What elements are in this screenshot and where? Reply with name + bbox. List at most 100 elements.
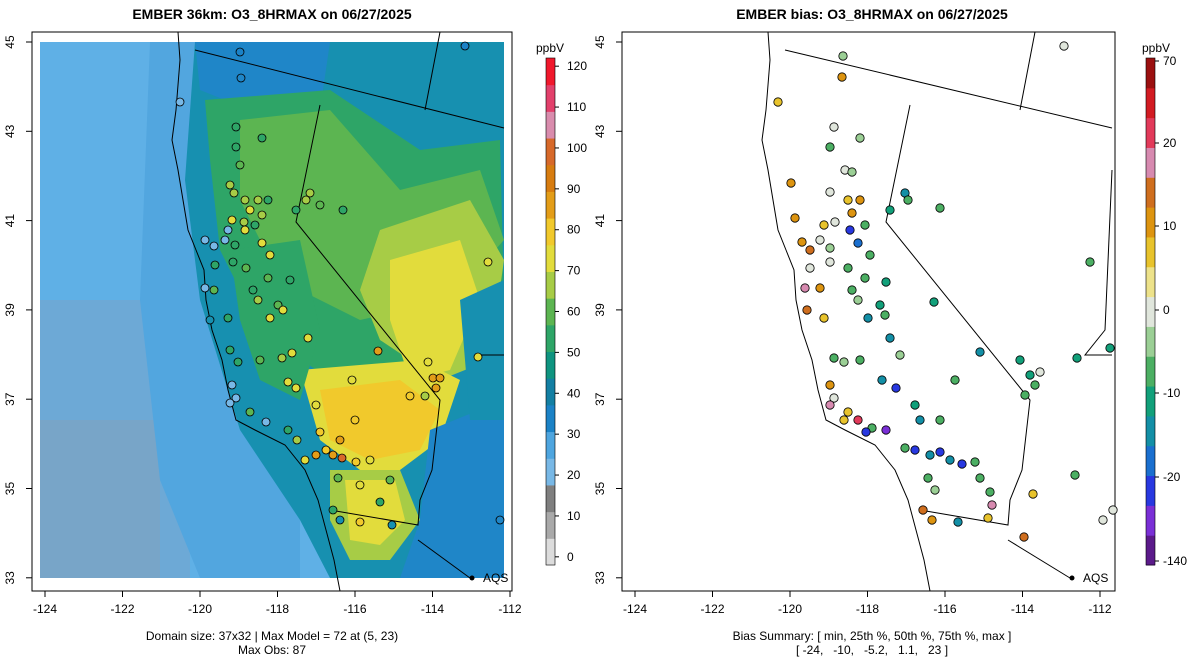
bias-marker xyxy=(800,283,810,293)
right-bias-points xyxy=(773,41,1118,542)
colorbar-swatch xyxy=(1146,386,1155,417)
left-model-grid xyxy=(40,42,504,578)
x-tick-label: -112 xyxy=(1088,602,1111,616)
bias-marker xyxy=(797,237,807,247)
y-tick-label: 41 xyxy=(593,214,607,228)
colorbar-tick-label: 110 xyxy=(567,100,586,114)
colorbar-tick-label: 0 xyxy=(1163,303,1170,317)
observation-marker xyxy=(473,352,483,362)
bias-marker xyxy=(885,205,895,215)
observation-marker xyxy=(305,188,315,198)
observation-marker xyxy=(303,333,313,343)
bias-marker xyxy=(945,455,955,465)
bias-marker xyxy=(910,400,920,410)
bias-marker xyxy=(877,375,887,385)
observation-marker xyxy=(431,383,441,393)
colorbar-swatch xyxy=(546,538,555,566)
colorbar-swatch xyxy=(1146,415,1155,447)
bias-marker xyxy=(925,450,935,460)
bias-marker xyxy=(1098,515,1108,525)
bias-marker xyxy=(1108,505,1118,515)
observation-marker xyxy=(245,407,255,417)
observation-marker xyxy=(265,250,275,260)
bias-marker xyxy=(881,425,891,435)
observation-marker xyxy=(347,375,357,385)
bias-marker xyxy=(860,220,870,230)
y-tick-label: 41 xyxy=(3,214,17,228)
colorbar-tick-label: 70 xyxy=(567,264,581,278)
right-y-ticks: 45 43 41 39 37 35 33 xyxy=(593,35,622,584)
colorbar-swatch xyxy=(546,431,555,459)
observation-marker xyxy=(230,240,240,250)
observation-marker xyxy=(235,47,245,57)
observation-marker xyxy=(245,205,255,215)
colorbar-swatch xyxy=(546,84,555,112)
bias-marker xyxy=(839,357,849,367)
observation-marker xyxy=(365,455,375,465)
observation-marker xyxy=(287,348,297,358)
bias-marker xyxy=(903,195,913,205)
observation-marker xyxy=(292,435,302,445)
bias-marker xyxy=(1035,367,1045,377)
colorbar-tick-label: 60 xyxy=(567,305,581,319)
bias-marker xyxy=(1025,370,1035,380)
observation-marker xyxy=(263,195,273,205)
observation-marker xyxy=(351,457,361,467)
bias-marker xyxy=(819,313,829,323)
bias-marker xyxy=(891,383,901,393)
observation-marker xyxy=(241,263,251,273)
bias-marker xyxy=(1072,353,1082,363)
bias-marker xyxy=(847,208,857,218)
observation-marker xyxy=(311,450,321,460)
observation-marker xyxy=(253,295,263,305)
observation-marker xyxy=(265,313,275,323)
y-tick-label: 37 xyxy=(593,392,607,406)
right-footer: Bias Summary: [ min, 25th %, 50th %, 75t… xyxy=(630,629,1114,657)
y-tick-label: 35 xyxy=(593,482,607,496)
bias-marker xyxy=(847,167,857,177)
bias-marker xyxy=(843,195,853,205)
observation-marker xyxy=(261,417,271,427)
left-footer: Domain size: 37x32 | Max Model = 72 at (… xyxy=(40,629,504,657)
right-footer-line2: [ -24, -10, -5.2, 1.1, 23 ] xyxy=(795,643,949,657)
observation-marker xyxy=(200,235,210,245)
observation-marker xyxy=(333,473,343,483)
bias-marker xyxy=(847,285,857,295)
y-tick-label: 45 xyxy=(593,35,607,49)
x-tick-label: -120 xyxy=(188,602,212,616)
observation-marker xyxy=(209,285,219,295)
bias-marker xyxy=(825,380,835,390)
observation-marker xyxy=(225,345,235,355)
colorbar-swatch xyxy=(1146,505,1155,536)
observation-marker xyxy=(315,427,325,437)
y-tick-label: 43 xyxy=(3,124,17,138)
observation-marker xyxy=(405,391,415,401)
observation-marker xyxy=(301,195,311,205)
observation-marker xyxy=(350,415,360,425)
observation-marker xyxy=(321,445,331,455)
bias-marker xyxy=(855,133,865,143)
bias-marker xyxy=(843,263,853,273)
colorbar-swatch xyxy=(1146,236,1155,268)
observation-marker xyxy=(263,273,273,283)
colorbar-swatch xyxy=(1146,326,1155,357)
colorbar-swatch xyxy=(546,484,555,513)
colorbar-tick-label: 50 xyxy=(567,345,581,359)
colorbar-swatch xyxy=(1146,266,1155,298)
bias-marker xyxy=(805,245,815,255)
colorbar-tick-label: 20 xyxy=(1163,136,1177,150)
bias-marker xyxy=(815,283,825,293)
right-panel-title: EMBER bias: O3_8HRMAX on 06/27/2025 xyxy=(736,6,1008,22)
colorbar-swatch xyxy=(546,218,555,246)
y-tick-label: 39 xyxy=(593,303,607,317)
bias-marker xyxy=(773,97,783,107)
left-aqs-label: AQS xyxy=(483,571,508,585)
colorbar-tick-label: 70 xyxy=(1163,54,1177,68)
x-tick-label: -116 xyxy=(933,602,956,616)
y-tick-label: 43 xyxy=(593,124,607,138)
bias-marker xyxy=(825,187,835,197)
bias-marker xyxy=(790,213,800,223)
bias-marker xyxy=(843,407,853,417)
colorbar-swatch xyxy=(546,138,555,166)
